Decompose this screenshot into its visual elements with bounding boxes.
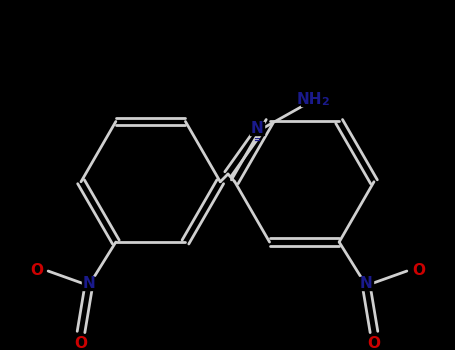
Text: N: N [360, 276, 373, 291]
Text: O: O [368, 336, 380, 350]
Text: N: N [82, 276, 95, 291]
Bar [250, 122, 264, 135]
Bar [74, 337, 88, 350]
Text: NH: NH [297, 92, 322, 107]
Text: =: = [253, 136, 260, 145]
Text: N: N [251, 121, 263, 136]
Text: O: O [412, 262, 425, 278]
Bar [30, 263, 43, 277]
Text: O: O [30, 262, 43, 278]
Text: O: O [75, 336, 87, 350]
Bar [412, 263, 425, 277]
Text: 2: 2 [321, 98, 329, 107]
Bar [367, 337, 381, 350]
Bar [359, 277, 373, 290]
Bar [302, 93, 329, 106]
Bar [82, 277, 96, 290]
